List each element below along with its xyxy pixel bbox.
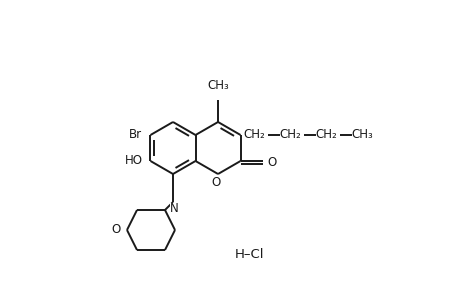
Text: CH₂: CH₂ (243, 128, 265, 142)
Text: O: O (267, 155, 276, 169)
Text: O: O (211, 176, 220, 189)
Text: Br: Br (129, 128, 142, 142)
Text: CH₂: CH₂ (279, 128, 301, 142)
Text: CH₂: CH₂ (315, 128, 337, 142)
Text: HO: HO (124, 154, 142, 167)
Text: O: O (112, 224, 121, 236)
Text: CH₃: CH₃ (207, 79, 229, 92)
Text: H–Cl: H–Cl (235, 248, 264, 262)
Text: N: N (170, 202, 179, 215)
Text: CH₃: CH₃ (351, 128, 373, 142)
